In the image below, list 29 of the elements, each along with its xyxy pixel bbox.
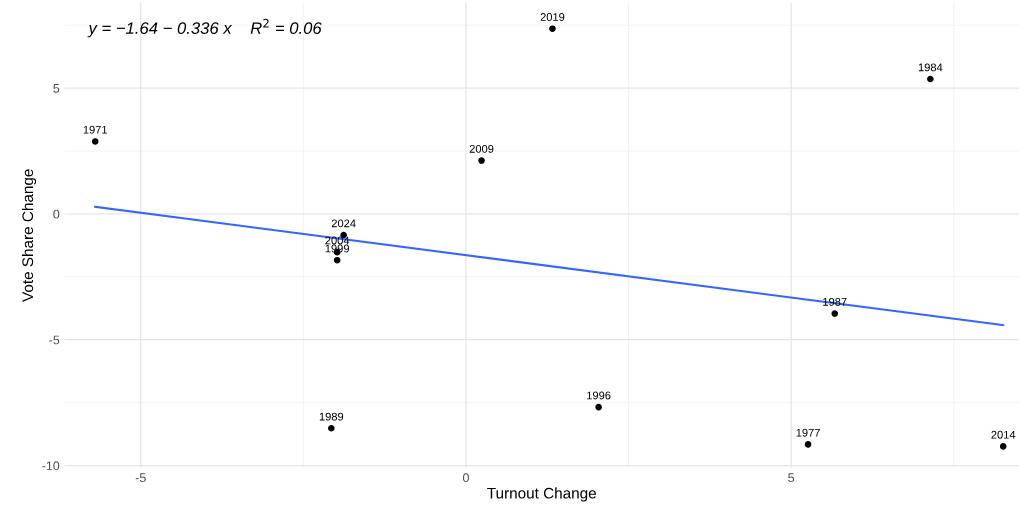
- point: [91, 138, 99, 145]
- x-axis-title: Turnout Change: [487, 487, 596, 502]
- y-tick-label: -5: [49, 335, 60, 345]
- point: [328, 424, 335, 432]
- annotation: 1984: [918, 63, 943, 72]
- annotation: 2019: [540, 13, 565, 21]
- y-axis-title: Vote Share Change: [21, 169, 37, 302]
- point: [999, 443, 1007, 450]
- annotation: 1977: [796, 428, 820, 437]
- x-tick-label: 5: [788, 473, 795, 483]
- annotation: 1989: [319, 412, 344, 421]
- annotation: 2024: [331, 219, 356, 228]
- annotation: 1996: [587, 391, 611, 400]
- point: [595, 403, 602, 411]
- y-tick-label: 5: [53, 84, 60, 93]
- x-tick-label: -5: [135, 473, 146, 483]
- point: [831, 310, 839, 317]
- annotation: 1971: [83, 125, 108, 134]
- point: [804, 441, 812, 448]
- annotation: 2014: [991, 430, 1016, 439]
- annotation: y = −1.64 − 0.336 x R$^{2}$ = 0.06: [87, 18, 322, 38]
- annotation: 2009: [469, 144, 494, 153]
- point: [549, 25, 556, 32]
- y-tick-label: -10: [42, 461, 60, 471]
- point: [927, 75, 934, 83]
- point: [333, 256, 341, 264]
- x-tick-label: 0: [462, 473, 469, 483]
- y-tick-label: 0: [53, 209, 60, 219]
- point: [478, 157, 485, 164]
